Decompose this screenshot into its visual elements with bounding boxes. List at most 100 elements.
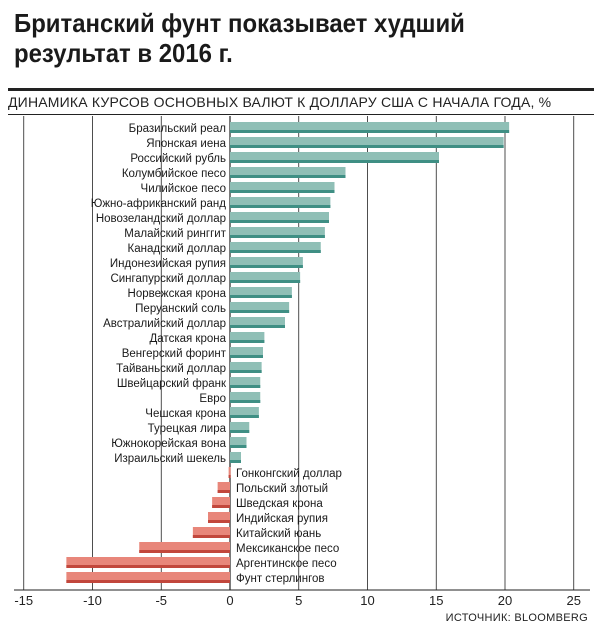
bar-25 <box>212 497 230 508</box>
category-label: Индонезийская рупия <box>110 258 226 270</box>
bar-shadow <box>230 220 329 223</box>
category-label: Чешская крона <box>145 408 226 420</box>
category-label: Израильский шекель <box>114 453 226 465</box>
category-label: Шведская крона <box>236 498 323 510</box>
bar-shadow <box>217 490 230 493</box>
bar-shadow <box>230 445 247 448</box>
bar-shadow <box>230 460 241 463</box>
bar-22 <box>230 452 241 463</box>
bar-2 <box>230 152 439 163</box>
category-label: Китайский юань <box>236 528 321 540</box>
x-tick-label: 25 <box>567 593 581 608</box>
bar-face <box>139 542 230 553</box>
bar-shadow <box>230 400 261 403</box>
category-label: Норвежская крона <box>128 288 227 300</box>
category-label: Мексиканское песо <box>236 543 339 555</box>
bar-shadow <box>230 415 259 418</box>
bar-10 <box>230 272 301 283</box>
bar-face <box>230 422 250 433</box>
title-divider <box>8 88 594 91</box>
bar-24 <box>217 482 230 493</box>
bar-face <box>230 347 263 358</box>
bar-face <box>230 287 292 298</box>
bar-15 <box>230 347 263 358</box>
bar-face <box>230 392 261 403</box>
x-tick-label: 20 <box>498 593 512 608</box>
category-label: Гонконгский доллар <box>236 468 342 480</box>
bar-shadow <box>230 235 325 238</box>
category-label: Бразильский реал <box>129 123 226 135</box>
bar-face <box>230 122 510 133</box>
bar-shadow <box>230 370 262 373</box>
bar-shadow <box>230 340 265 343</box>
x-axis-ticks: -15 -10 -5 0 5 10 15 20 25 <box>14 593 581 608</box>
bars <box>66 122 510 583</box>
category-label: Южно-африканский ранд <box>91 198 227 210</box>
category-label: Аргентинское песо <box>236 558 337 570</box>
bar-face <box>230 182 335 193</box>
bar-shadow <box>230 190 335 193</box>
bar-shadow <box>230 310 290 313</box>
category-label: Японская иена <box>146 138 226 150</box>
category-label: Индийская рупия <box>236 513 328 525</box>
x-tick-label: -5 <box>155 593 167 608</box>
category-label: Датская крона <box>150 333 227 345</box>
subtitle-divider <box>8 114 594 115</box>
bar-6 <box>230 212 329 223</box>
bar-1 <box>230 137 504 148</box>
bar-face <box>230 407 259 418</box>
bar-face <box>230 452 241 463</box>
bar-21 <box>230 437 247 448</box>
bar-face <box>66 557 230 568</box>
x-tick-label: 10 <box>360 593 374 608</box>
bar-face <box>230 152 439 163</box>
category-label: Польский злотый <box>236 483 328 495</box>
bar-7 <box>230 227 325 238</box>
category-label: Чилийское песо <box>141 183 226 195</box>
bar-face <box>230 332 265 343</box>
bar-12 <box>230 302 290 313</box>
bar-face <box>230 257 303 268</box>
bar-27 <box>192 527 230 538</box>
bar-28 <box>139 542 230 553</box>
bar-face <box>230 302 290 313</box>
category-label: Австралийский доллар <box>103 318 226 330</box>
bar-shadow <box>230 250 321 253</box>
bar-shadow <box>212 505 230 508</box>
x-tick-label: 0 <box>226 593 233 608</box>
category-labels: Бразильский реал Японская иена Российский … <box>91 123 342 585</box>
bar-face <box>230 377 261 388</box>
category-label: Колумбийское песо <box>122 168 226 180</box>
bar-shadow <box>230 295 292 298</box>
bar-face <box>230 197 331 208</box>
bar-0 <box>230 122 510 133</box>
bar-face <box>230 362 262 373</box>
bar-20 <box>230 422 250 433</box>
bar-shadow <box>228 475 231 478</box>
bar-4 <box>230 182 335 193</box>
bar-face <box>230 272 301 283</box>
bar-face <box>230 137 504 148</box>
bar-19 <box>230 407 259 418</box>
grid-lines <box>14 116 590 591</box>
bar-shadow <box>66 565 230 568</box>
bar-17 <box>230 377 261 388</box>
bar-face <box>192 527 230 538</box>
bar-14 <box>230 332 265 343</box>
bar-shadow <box>139 550 230 553</box>
bar-26 <box>208 512 230 523</box>
x-tick-label: -10 <box>83 593 102 608</box>
category-label: Канадский доллар <box>128 243 226 255</box>
bar-3 <box>230 167 346 178</box>
bar-shadow <box>230 325 285 328</box>
bar-shadow <box>192 535 230 538</box>
bar-face <box>66 572 230 583</box>
category-label: Новозеландский доллар <box>96 213 226 225</box>
bar-face <box>217 482 230 493</box>
category-label: Тайваньский доллар <box>116 363 226 375</box>
bar-shadow <box>208 520 230 523</box>
bar-shadow <box>230 385 261 388</box>
bar-face <box>230 242 321 253</box>
bar-face <box>230 212 329 223</box>
